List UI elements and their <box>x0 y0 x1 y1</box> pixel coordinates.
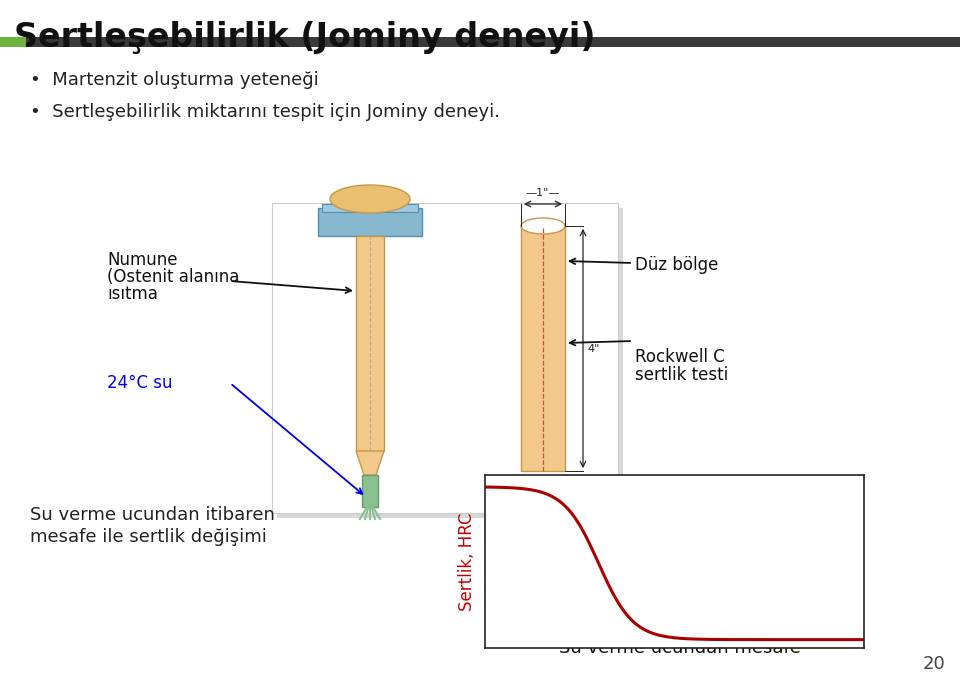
Polygon shape <box>356 451 384 475</box>
Bar <box>521 226 565 471</box>
Text: 20: 20 <box>923 655 945 673</box>
Text: Su verme ucundan itibaren: Su verme ucundan itibaren <box>30 506 275 524</box>
Bar <box>322 204 418 212</box>
Text: Numune: Numune <box>107 251 178 269</box>
Bar <box>362 475 378 507</box>
Ellipse shape <box>330 185 410 213</box>
Bar <box>272 203 618 513</box>
Text: sertlik testi: sertlik testi <box>635 366 729 384</box>
Text: ısıtma: ısıtma <box>107 285 157 303</box>
Text: —1"—: —1"— <box>526 188 561 198</box>
Bar <box>318 208 422 236</box>
Text: 4": 4" <box>587 343 599 353</box>
Text: Su verme ucundan mesafe: Su verme ucundan mesafe <box>559 639 801 657</box>
Text: •  Martenzit oluşturma yeteneği: • Martenzit oluşturma yeteneği <box>30 71 319 89</box>
Text: 24°C su: 24°C su <box>107 374 173 392</box>
Text: Düz bölge: Düz bölge <box>635 256 718 274</box>
Bar <box>0 37 26 47</box>
Text: Sertleşebilirlik (Jominy deneyi): Sertleşebilirlik (Jominy deneyi) <box>14 21 595 54</box>
Text: Rockwell C: Rockwell C <box>635 348 725 366</box>
Text: mesafe ile sertlik değişimi: mesafe ile sertlik değişimi <box>30 528 267 546</box>
Text: •  Sertleşebilirlik miktarını tespit için Jominy deneyi.: • Sertleşebilirlik miktarını tespit için… <box>30 103 500 121</box>
Bar <box>0 37 960 47</box>
Bar <box>356 236 384 451</box>
Text: (Ostenit alanına: (Ostenit alanına <box>107 268 239 286</box>
Ellipse shape <box>521 218 565 234</box>
Y-axis label: Sertlik, HRC: Sertlik, HRC <box>459 512 476 611</box>
Bar <box>277 208 623 518</box>
